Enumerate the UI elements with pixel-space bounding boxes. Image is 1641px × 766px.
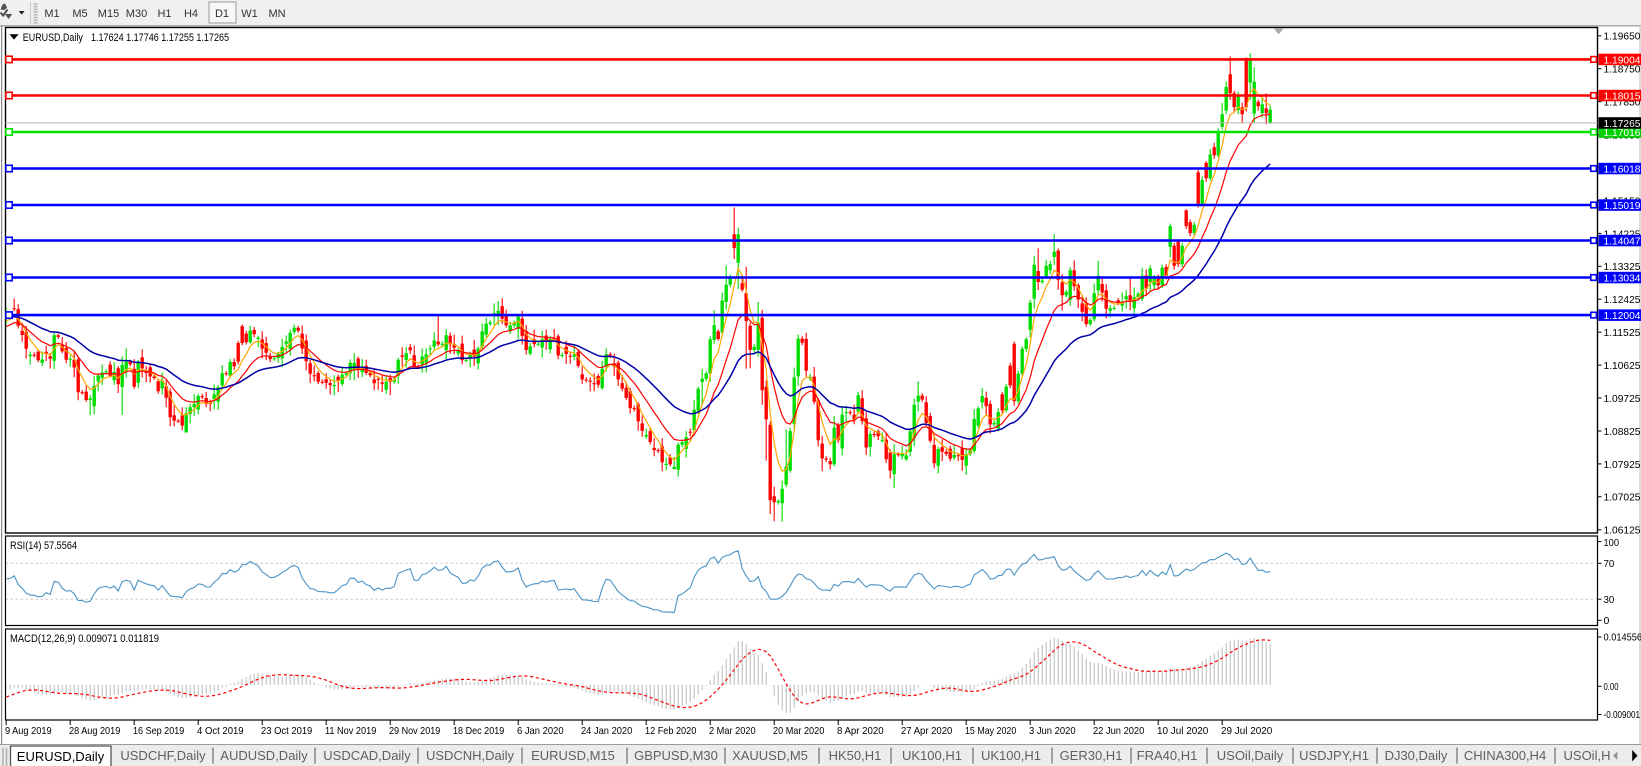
svg-text:1.17016: 1.17016 (1604, 127, 1641, 139)
svg-text:1.10625: 1.10625 (1604, 360, 1641, 372)
svg-text:6 Jan 2020: 6 Jan 2020 (517, 725, 564, 737)
svg-text:2 Mar 2020: 2 Mar 2020 (709, 725, 756, 737)
svg-text:M30: M30 (126, 8, 147, 20)
svg-text:30: 30 (1604, 594, 1615, 606)
svg-text:MN: MN (268, 8, 285, 20)
svg-text:EURUSD,Daily: EURUSD,Daily (23, 32, 83, 44)
svg-text:11 Nov 2019: 11 Nov 2019 (325, 725, 376, 737)
svg-text:FRA40,H1: FRA40,H1 (1137, 748, 1198, 763)
svg-text:1.18750: 1.18750 (1604, 64, 1641, 76)
svg-text:1.16018: 1.16018 (1604, 164, 1641, 176)
svg-text:USOil,Daily: USOil,Daily (1217, 748, 1284, 763)
svg-text:8 Apr 2020: 8 Apr 2020 (837, 725, 884, 737)
svg-text:D1: D1 (215, 8, 229, 20)
svg-text:0.014556: 0.014556 (1604, 632, 1641, 644)
svg-text:1.12425: 1.12425 (1604, 294, 1641, 306)
svg-text:4 Oct 2019: 4 Oct 2019 (197, 725, 244, 737)
svg-text:1.12004: 1.12004 (1604, 310, 1641, 322)
svg-text:10 Jul 2020: 10 Jul 2020 (1157, 725, 1208, 737)
svg-text:1.15019: 1.15019 (1604, 200, 1641, 212)
svg-text:18 Dec 2019: 18 Dec 2019 (453, 725, 504, 737)
svg-text:AUDUSD,Daily: AUDUSD,Daily (220, 748, 308, 763)
svg-text:1.13034: 1.13034 (1604, 273, 1641, 285)
svg-text:1.18015: 1.18015 (1604, 91, 1641, 103)
svg-text:0: 0 (1604, 615, 1610, 627)
svg-text:GBPUSD,M30: GBPUSD,M30 (634, 748, 718, 763)
svg-text:RSI(14) 57.5564: RSI(14) 57.5564 (10, 540, 77, 552)
svg-text:1.17624 1.17746 1.17255 1.1726: 1.17624 1.17746 1.17255 1.17265 (91, 32, 229, 44)
svg-text:1.07925: 1.07925 (1604, 459, 1641, 471)
svg-text:1.06125: 1.06125 (1604, 525, 1641, 537)
svg-text:USDJPY,H1: USDJPY,H1 (1299, 748, 1369, 763)
svg-text:M1: M1 (44, 8, 59, 20)
svg-text:1.09725: 1.09725 (1604, 393, 1641, 405)
svg-text:H1: H1 (157, 8, 171, 20)
svg-text:USDCAD,Daily: USDCAD,Daily (323, 748, 411, 763)
svg-text:100: 100 (1604, 537, 1620, 549)
svg-text:W1: W1 (241, 8, 258, 20)
svg-text:USOil,H: USOil,H (1564, 748, 1611, 763)
svg-text:24 Jan 2020: 24 Jan 2020 (581, 725, 632, 737)
svg-text:MACD(12,26,9) 0.009071 0.01181: MACD(12,26,9) 0.009071 0.011819 (10, 633, 159, 645)
svg-text:20 Mar 2020: 20 Mar 2020 (773, 725, 824, 737)
svg-text:3 Jun 2020: 3 Jun 2020 (1029, 725, 1076, 737)
svg-text:CHINA300,H4: CHINA300,H4 (1464, 748, 1546, 763)
svg-text:USDCNH,Daily: USDCNH,Daily (426, 748, 515, 763)
svg-text:XAUUSD,M5: XAUUSD,M5 (732, 748, 808, 763)
svg-text:15 May 2020: 15 May 2020 (965, 725, 1016, 737)
svg-text:EURUSD,M15: EURUSD,M15 (531, 748, 615, 763)
svg-text:EURUSD,Daily: EURUSD,Daily (17, 749, 105, 764)
svg-text:27 Apr 2020: 27 Apr 2020 (901, 725, 952, 737)
svg-text:9 Aug 2019: 9 Aug 2019 (5, 725, 52, 737)
svg-text:70: 70 (1604, 558, 1615, 570)
svg-text:22 Jun 2020: 22 Jun 2020 (1093, 725, 1144, 737)
svg-text:-0.009001: -0.009001 (1604, 709, 1641, 721)
svg-text:29 Jul 2020: 29 Jul 2020 (1221, 725, 1272, 737)
svg-text:1.07025: 1.07025 (1604, 492, 1641, 504)
svg-text:HK50,H1: HK50,H1 (829, 748, 882, 763)
svg-text:USDCHF,Daily: USDCHF,Daily (120, 748, 206, 763)
svg-text:1.19004: 1.19004 (1604, 54, 1641, 66)
svg-text:M15: M15 (98, 8, 119, 20)
svg-text:16 Sep 2019: 16 Sep 2019 (133, 725, 184, 737)
svg-text:1.13325: 1.13325 (1604, 261, 1641, 273)
svg-text:UK100,H1: UK100,H1 (981, 748, 1041, 763)
svg-text:1.08825: 1.08825 (1604, 426, 1641, 438)
svg-text:1.14047: 1.14047 (1604, 236, 1641, 248)
svg-text:1.19650: 1.19650 (1604, 31, 1641, 43)
svg-text:H4: H4 (184, 8, 198, 20)
svg-text:29 Nov 2019: 29 Nov 2019 (389, 725, 440, 737)
svg-text:28 Aug 2019: 28 Aug 2019 (69, 725, 120, 737)
svg-text:M5: M5 (72, 8, 87, 20)
svg-text:GER30,H1: GER30,H1 (1060, 748, 1123, 763)
svg-text:DJ30,Daily: DJ30,Daily (1385, 748, 1448, 763)
svg-text:0.00: 0.00 (1604, 681, 1619, 693)
svg-text:UK100,H1: UK100,H1 (902, 748, 962, 763)
svg-text:23 Oct 2019: 23 Oct 2019 (261, 725, 312, 737)
svg-text:1.17265: 1.17265 (1604, 118, 1641, 130)
svg-text:12 Feb 2020: 12 Feb 2020 (645, 725, 696, 737)
svg-text:1.11525: 1.11525 (1604, 327, 1641, 339)
